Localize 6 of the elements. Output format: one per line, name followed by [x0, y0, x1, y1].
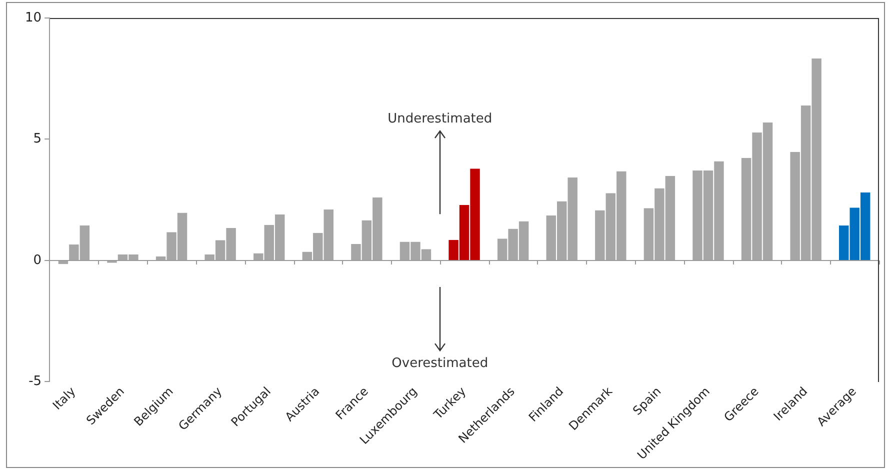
annotation: Underestimated	[388, 112, 492, 127]
y-tick-label: 5	[33, 132, 42, 147]
y-tick-label: 0	[33, 252, 42, 268]
y-tick-label: 10	[24, 10, 42, 26]
annotation: Overestimated	[392, 356, 488, 372]
y-tick-label: -5	[28, 374, 42, 390]
